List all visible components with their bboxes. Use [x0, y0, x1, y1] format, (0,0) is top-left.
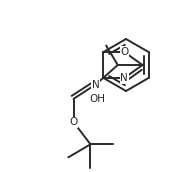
Text: N: N [92, 79, 100, 89]
Text: O: O [69, 117, 78, 127]
Text: O: O [120, 47, 128, 57]
Text: N: N [120, 73, 128, 83]
Text: OH: OH [90, 94, 106, 104]
